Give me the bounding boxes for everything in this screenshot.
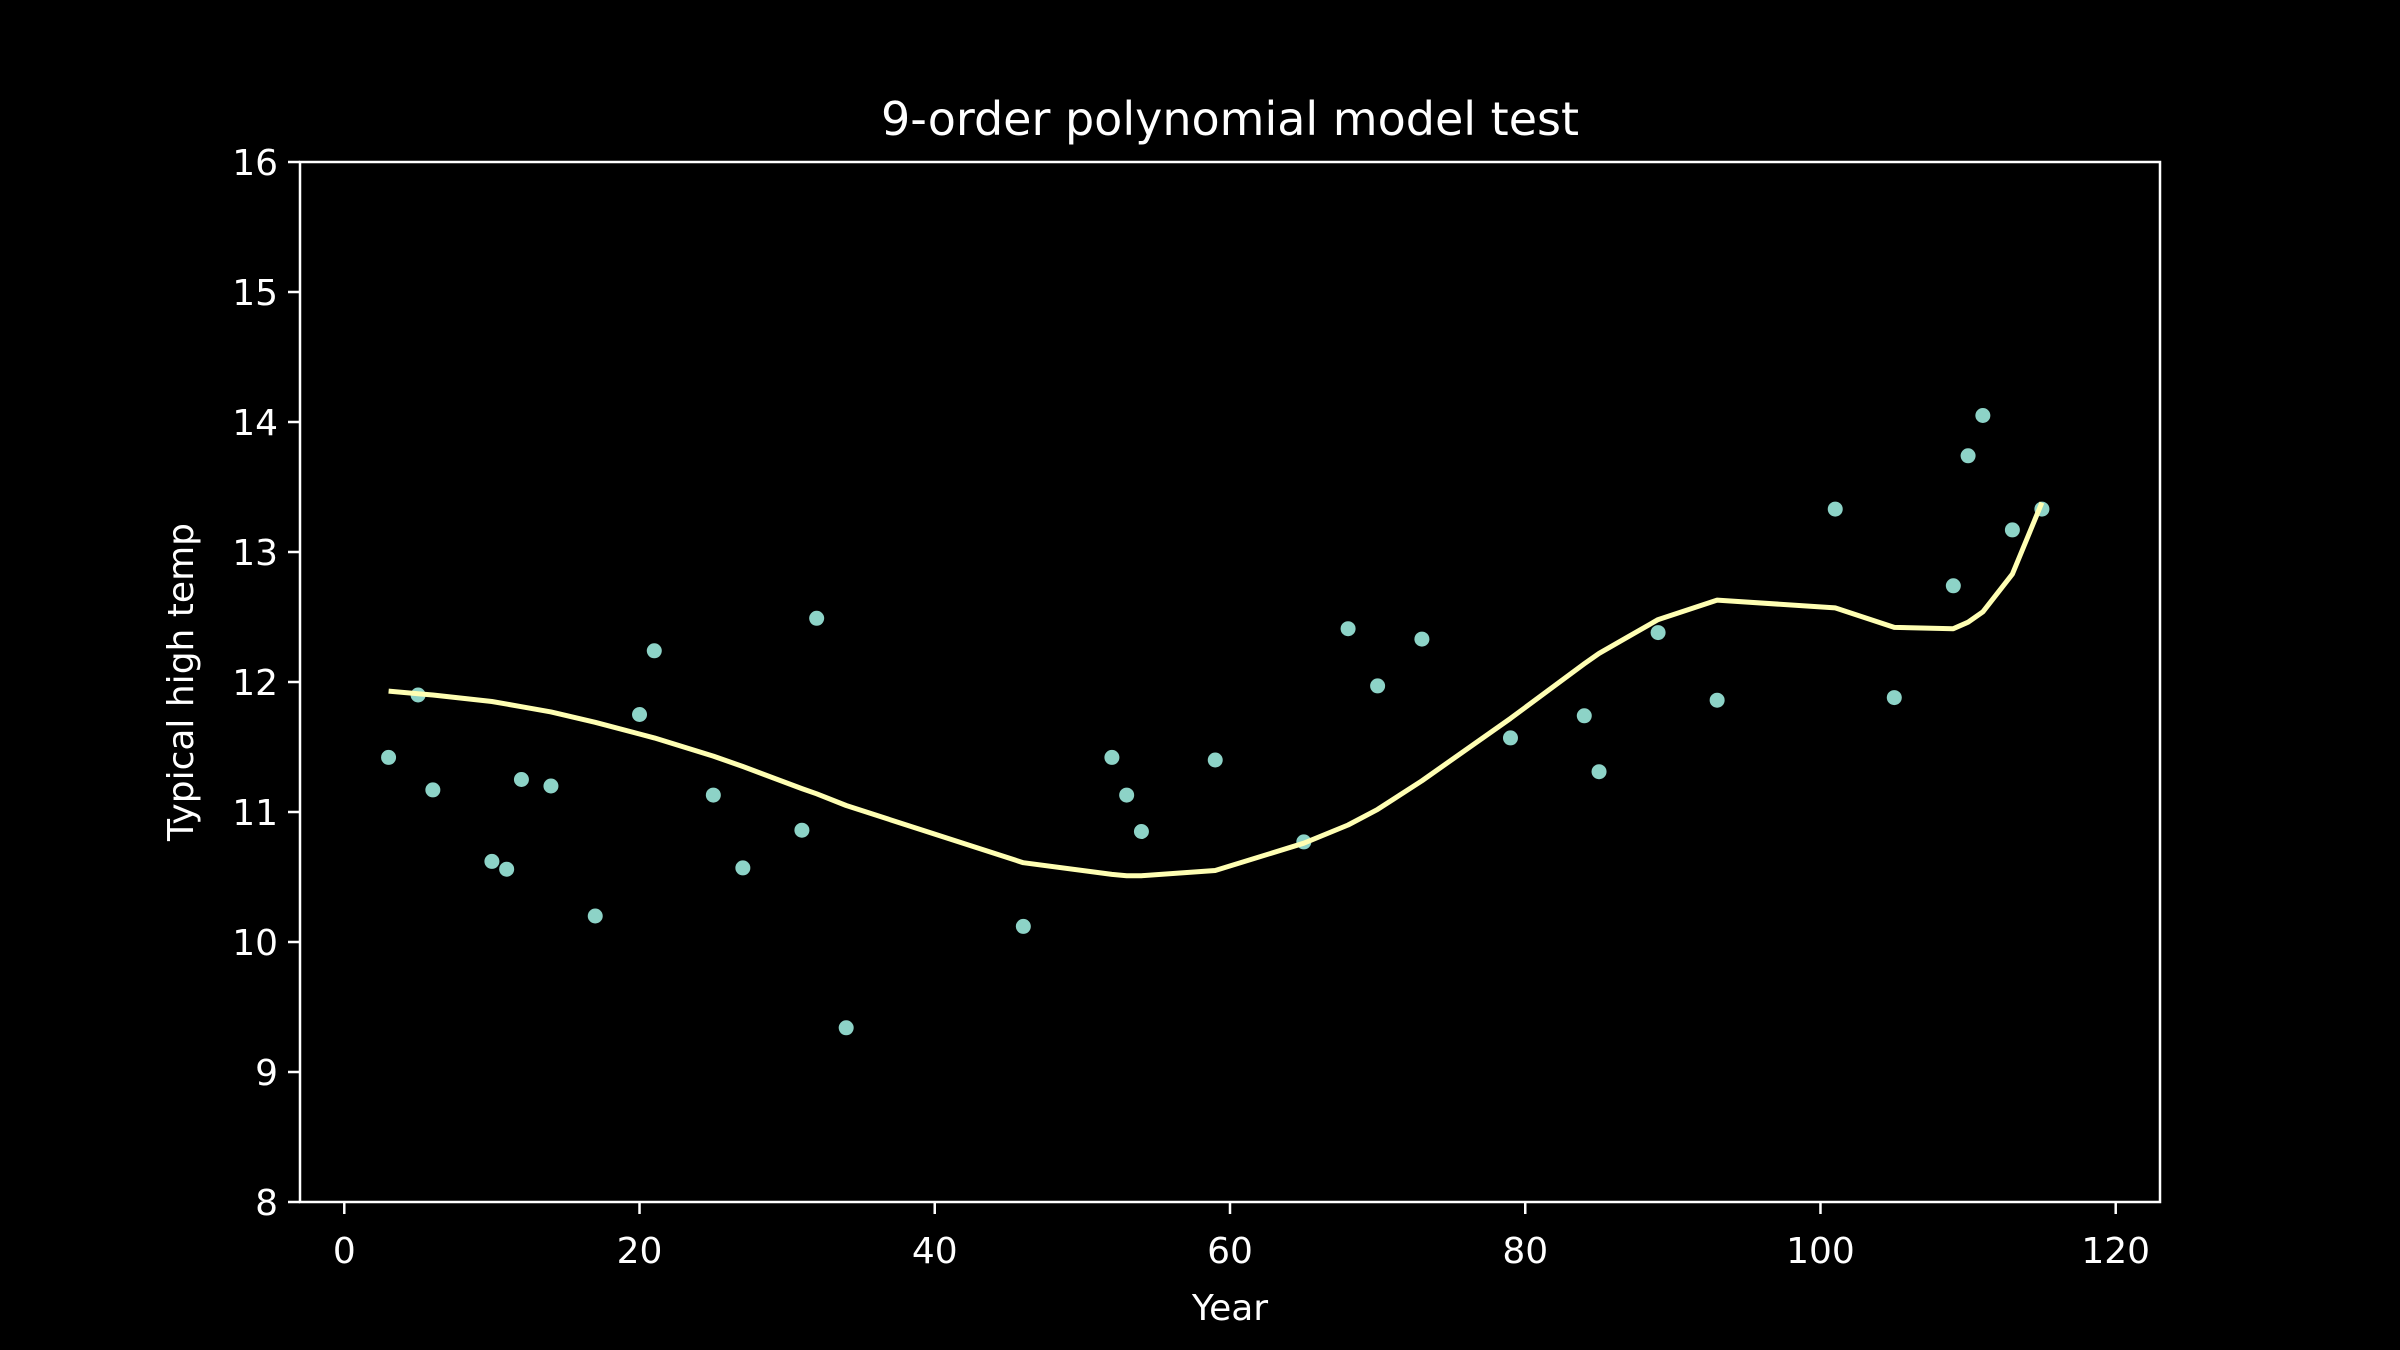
x-tick-label: 20 [617,1231,663,1272]
scatter-point [484,853,500,869]
scatter-point [1119,787,1135,803]
x-tick-label: 100 [1786,1231,1855,1272]
fit-line [388,501,2045,879]
scatter-point [1945,578,1961,594]
scatter-point [1886,690,1902,706]
scatter-point [381,749,397,765]
scatter-point [735,860,751,876]
scatter-point [1414,631,1430,647]
scatter-point [646,643,662,659]
scatter-point [809,610,825,626]
axis-ticks: 0 20 40 60 80 100 120 8 9 10 11 12 13 14 15 16 [232,143,2150,1272]
scatter-point [1133,824,1149,839]
scatter-point [1370,678,1386,694]
scatter-point [1576,708,1592,724]
y-tick-label: 16 [232,143,278,184]
x-tick-label: 0 [333,1231,356,1272]
scatter-point [1591,764,1607,780]
scatter-point [794,822,810,838]
y-tick-label: 14 [232,403,278,444]
scatter-point [1340,621,1356,637]
x-tick-label: 60 [1207,1231,1253,1272]
scatter-point [2004,522,2020,538]
scatter-point [513,772,529,787]
y-tick-label: 12 [232,663,278,704]
scatter-point [1975,408,1991,423]
scatter-point [425,782,441,798]
x-tick-label: 120 [2081,1231,2150,1272]
chart-title: 9-order polynomial model test [881,92,1579,146]
scatter-point [499,861,515,877]
scatter-point [838,1020,854,1036]
plot-marks [381,408,2050,1036]
scatter-point [1650,625,1666,641]
y-tick-label: 15 [232,273,278,314]
scatter-point [1104,749,1120,765]
plot-frame [298,160,2162,1204]
scatter-point [632,707,648,722]
scatter-point [1207,752,1223,768]
y-axis-label: Typical high temp [161,523,202,842]
scatter-point [705,787,721,803]
y-tick-label: 11 [232,793,278,834]
scatter-point [1709,692,1725,708]
scatter-point [1015,918,1031,934]
scatter-point [1502,730,1518,746]
y-tick-label: 8 [255,1183,278,1224]
y-tick-label: 9 [255,1053,278,1094]
x-tick-label: 40 [912,1231,958,1272]
x-tick-label: 80 [1502,1231,1548,1272]
x-axis-label: Year [1191,1288,1268,1329]
scatter-point [1827,501,1843,517]
y-tick-label: 10 [232,923,278,964]
y-tick-label: 13 [232,533,278,574]
scatter-point [1960,448,1976,464]
scatter-point [587,908,603,924]
scatter-point [543,778,559,794]
